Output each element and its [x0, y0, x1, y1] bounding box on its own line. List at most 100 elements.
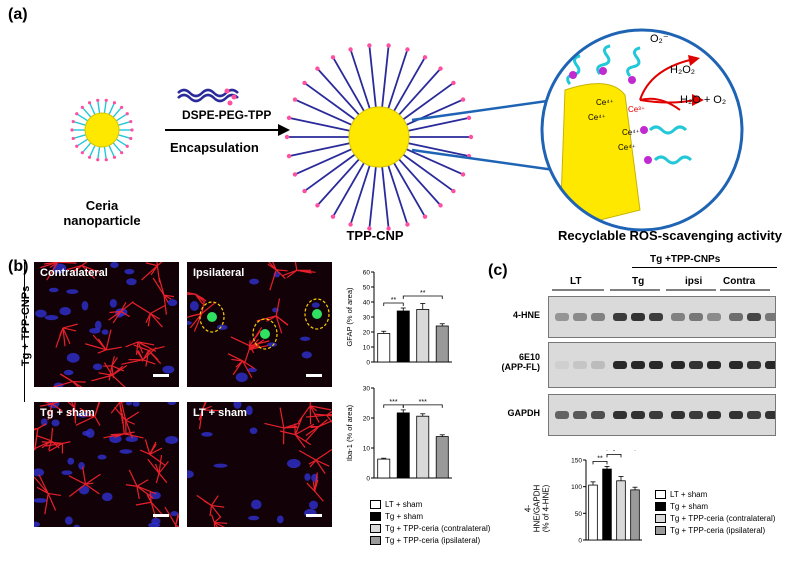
astrocyte-process	[97, 338, 107, 351]
astrocyte-process	[314, 413, 327, 416]
ligand-chain	[118, 134, 131, 140]
ligand-head	[468, 134, 474, 140]
astrocyte-process	[124, 433, 144, 439]
ligand-head	[75, 112, 79, 116]
ligand-head	[330, 214, 336, 219]
astrocyte-process	[235, 360, 244, 368]
significance-bracket	[383, 302, 404, 306]
nucleus	[63, 369, 74, 376]
astrocyte-process	[145, 350, 150, 367]
nucleus	[35, 309, 47, 318]
ceria-caption: Ceria nanoparticle	[63, 198, 141, 228]
nucleus	[213, 463, 228, 468]
ligand-head	[460, 172, 466, 177]
astrocyte-process	[155, 473, 160, 484]
ligand-chain	[368, 45, 377, 108]
nucleus	[267, 342, 277, 347]
nucleus	[167, 402, 177, 406]
astrocyte-process	[72, 381, 79, 387]
astrocyte-process	[40, 262, 59, 269]
reagent-label: DSPE-PEG-TPP	[182, 108, 272, 122]
significance-label: ***	[389, 399, 397, 406]
significance-label: **	[391, 297, 397, 304]
astrocyte-process	[103, 433, 125, 439]
astrocyte-process	[211, 495, 219, 506]
iba1-bar-chart: 0 10 20 30 Iba-1 (% of area) *** ***	[346, 386, 452, 483]
nucleus	[286, 458, 301, 469]
astrocyte-process	[43, 402, 53, 405]
ligand-chain	[108, 102, 116, 115]
nucleus	[249, 427, 258, 435]
bar	[588, 484, 598, 541]
nucleus	[61, 470, 73, 476]
ligand-chain	[73, 120, 86, 126]
ligand-head	[80, 105, 84, 109]
astrocyte-process	[139, 449, 151, 455]
astrocyte-process	[68, 483, 86, 497]
panel-c-label: (c)	[488, 262, 508, 279]
nucleus	[86, 428, 95, 438]
ligand-chain	[288, 142, 350, 158]
astrocyte-process	[125, 411, 140, 421]
astrocyte-process	[51, 402, 60, 405]
nucleus	[125, 402, 132, 406]
astrocyte-process	[318, 419, 328, 428]
astrocyte-process	[149, 492, 152, 503]
astrocyte-process	[112, 311, 122, 324]
nucleus	[51, 419, 60, 427]
ligand-chain	[304, 153, 356, 192]
nucleus	[81, 300, 89, 311]
astrocyte-process	[72, 381, 83, 387]
products-label: H₂O + O₂	[680, 94, 727, 106]
ligand-chain	[294, 98, 352, 126]
astrocyte-process	[111, 356, 115, 366]
ligand-head	[125, 112, 129, 116]
nucleus	[34, 521, 41, 527]
ligand-chain	[294, 148, 352, 176]
significance-label: **	[597, 455, 603, 462]
nucleus	[311, 302, 320, 308]
nucleus	[308, 500, 319, 510]
astrocyte-process	[125, 484, 138, 487]
ligand-chain	[381, 45, 390, 108]
micrograph-lt-sham: LT + sham	[187, 402, 332, 527]
astrocyte-process	[209, 505, 213, 517]
ligand-chain	[316, 68, 360, 116]
astrocyte-process	[135, 341, 139, 355]
astrocyte-process	[158, 472, 168, 483]
ligand-head	[104, 98, 108, 102]
ligand-chain	[398, 158, 442, 206]
panel-a-schematic: Ce⁴⁺ Ce⁴⁺ Ce³⁺ Ce⁴⁺ Ce⁴⁺	[70, 28, 744, 232]
nucleus	[78, 461, 85, 470]
nucleus	[132, 402, 140, 407]
blot-band	[649, 411, 663, 419]
astrocyte-process	[44, 493, 49, 515]
astrocyte-process	[309, 405, 320, 423]
ligand-chain	[73, 134, 86, 140]
astrocyte-process	[306, 482, 316, 492]
astrocyte-process	[276, 269, 288, 272]
ligand-head	[367, 226, 372, 231]
astrocyte-process	[124, 431, 135, 435]
astrocyte-process	[36, 435, 52, 442]
y-tick-label: 20	[363, 416, 371, 423]
astrocyte-process	[249, 344, 269, 351]
astrocyte-process	[120, 402, 127, 421]
ligand-chain	[332, 162, 365, 218]
micrograph-ipsilateral: Ipsilateral	[187, 262, 332, 387]
astrocyte-process	[142, 359, 156, 365]
ligand-head	[96, 98, 100, 102]
ligand-head	[120, 105, 124, 109]
astrocyte-process	[149, 447, 163, 455]
astrocyte-process	[294, 434, 312, 446]
side-label: Tg + TPP-CNPs	[20, 285, 32, 367]
astrocyte-process	[213, 522, 219, 527]
astrocyte-process	[227, 353, 243, 362]
astrocyte-process	[296, 269, 316, 273]
svg-text:Ce⁴⁺: Ce⁴⁺	[588, 113, 606, 122]
astrocyte-process	[48, 492, 61, 497]
astrocyte-process	[137, 341, 155, 346]
h2o2-label: H₂O₂	[670, 64, 696, 76]
y-tick-label: 50	[363, 285, 371, 292]
